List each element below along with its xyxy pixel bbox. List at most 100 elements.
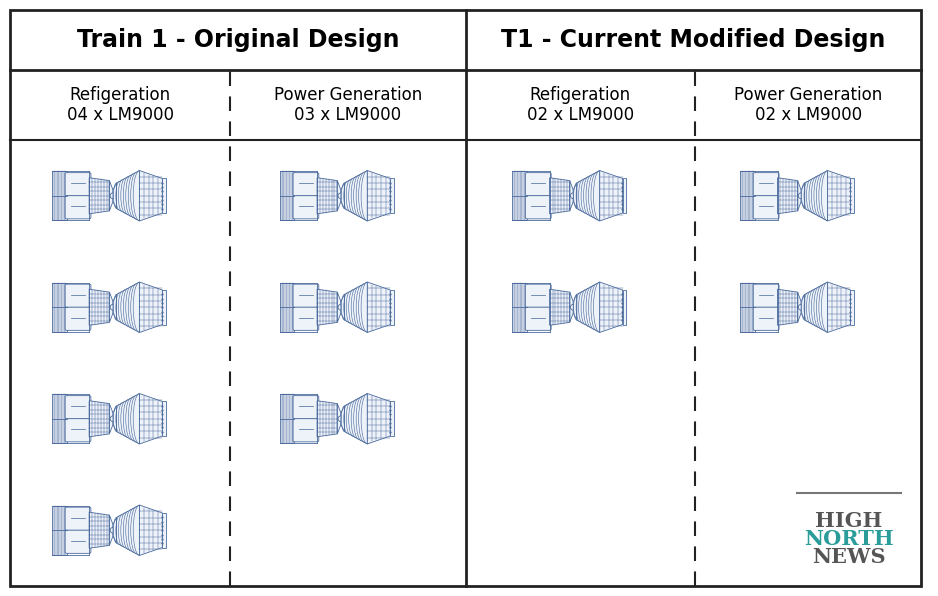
Polygon shape: [113, 183, 116, 209]
Circle shape: [570, 305, 576, 310]
Bar: [280, 395, 295, 443]
FancyBboxPatch shape: [65, 418, 91, 442]
Polygon shape: [317, 289, 338, 325]
Polygon shape: [368, 170, 390, 221]
Text: Train 1 - Original Design: Train 1 - Original Design: [77, 28, 399, 52]
Polygon shape: [116, 282, 140, 333]
Polygon shape: [338, 292, 340, 322]
Bar: [390, 290, 394, 325]
Polygon shape: [368, 393, 390, 444]
Polygon shape: [368, 282, 390, 333]
Polygon shape: [338, 181, 340, 211]
Polygon shape: [797, 292, 801, 322]
Polygon shape: [577, 170, 599, 221]
Text: Power Generation
03 x LM9000: Power Generation 03 x LM9000: [274, 86, 422, 125]
Polygon shape: [116, 170, 140, 221]
Polygon shape: [577, 282, 599, 333]
FancyBboxPatch shape: [65, 507, 91, 530]
Bar: [53, 171, 67, 221]
FancyBboxPatch shape: [753, 195, 779, 219]
FancyBboxPatch shape: [65, 307, 91, 330]
Polygon shape: [573, 183, 577, 209]
Polygon shape: [801, 183, 805, 209]
Bar: [851, 290, 855, 325]
Circle shape: [570, 193, 576, 198]
Polygon shape: [110, 181, 113, 211]
Circle shape: [338, 193, 343, 198]
Polygon shape: [338, 403, 340, 434]
Circle shape: [110, 305, 116, 310]
FancyBboxPatch shape: [293, 195, 319, 219]
Polygon shape: [797, 181, 801, 211]
FancyBboxPatch shape: [65, 195, 91, 219]
Polygon shape: [89, 289, 110, 325]
Polygon shape: [550, 289, 569, 325]
Polygon shape: [140, 505, 162, 555]
Bar: [623, 178, 627, 213]
Polygon shape: [344, 170, 368, 221]
FancyBboxPatch shape: [753, 173, 779, 196]
Polygon shape: [805, 170, 827, 221]
Polygon shape: [340, 406, 344, 432]
Polygon shape: [140, 170, 162, 221]
Polygon shape: [569, 292, 573, 322]
Polygon shape: [599, 282, 623, 333]
Text: NORTH: NORTH: [804, 529, 894, 549]
Text: NEWS: NEWS: [812, 547, 885, 567]
Polygon shape: [827, 282, 851, 333]
Bar: [162, 290, 166, 325]
Polygon shape: [805, 282, 827, 333]
Bar: [53, 283, 67, 332]
Bar: [53, 395, 67, 443]
FancyBboxPatch shape: [525, 284, 552, 308]
FancyBboxPatch shape: [65, 530, 91, 553]
Polygon shape: [110, 515, 113, 545]
Polygon shape: [140, 393, 162, 444]
Circle shape: [110, 416, 116, 421]
Bar: [851, 178, 855, 213]
FancyBboxPatch shape: [293, 173, 319, 196]
Polygon shape: [340, 294, 344, 320]
Polygon shape: [344, 393, 368, 444]
Bar: [162, 513, 166, 548]
Polygon shape: [827, 170, 851, 221]
FancyBboxPatch shape: [525, 307, 552, 330]
FancyBboxPatch shape: [65, 396, 91, 419]
Polygon shape: [317, 178, 338, 214]
Text: Power Generation
02 x LM9000: Power Generation 02 x LM9000: [734, 86, 883, 125]
Polygon shape: [569, 181, 573, 211]
Polygon shape: [573, 294, 577, 320]
Polygon shape: [778, 178, 797, 214]
FancyBboxPatch shape: [293, 284, 319, 308]
Bar: [390, 402, 394, 436]
Polygon shape: [801, 294, 805, 320]
Circle shape: [798, 305, 804, 310]
Bar: [512, 283, 527, 332]
Polygon shape: [89, 178, 110, 214]
Polygon shape: [140, 282, 162, 333]
Bar: [280, 171, 295, 221]
Polygon shape: [110, 403, 113, 434]
Circle shape: [338, 416, 343, 421]
Bar: [162, 402, 166, 436]
Bar: [740, 171, 755, 221]
Circle shape: [338, 305, 343, 310]
Polygon shape: [317, 401, 338, 437]
FancyBboxPatch shape: [753, 307, 779, 330]
Polygon shape: [778, 289, 797, 325]
Circle shape: [110, 527, 116, 533]
Bar: [390, 178, 394, 213]
Polygon shape: [550, 178, 569, 214]
FancyBboxPatch shape: [753, 284, 779, 308]
FancyBboxPatch shape: [65, 284, 91, 308]
FancyBboxPatch shape: [525, 173, 552, 196]
Polygon shape: [89, 401, 110, 437]
Text: HIGH: HIGH: [815, 511, 883, 531]
Bar: [512, 171, 527, 221]
Polygon shape: [344, 282, 368, 333]
Bar: [162, 178, 166, 213]
Text: T1 - Current Modified Design: T1 - Current Modified Design: [502, 28, 885, 52]
Bar: [280, 283, 295, 332]
Polygon shape: [116, 505, 140, 555]
Polygon shape: [116, 393, 140, 444]
